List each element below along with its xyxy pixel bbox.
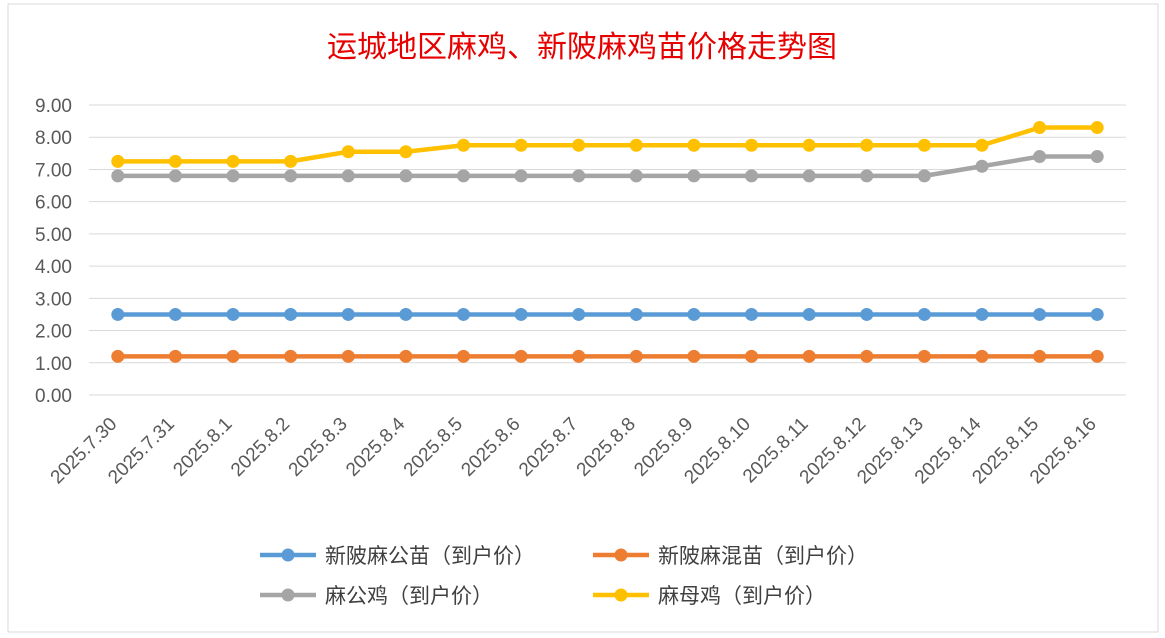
data-point xyxy=(1033,121,1047,135)
data-point xyxy=(1033,150,1047,164)
data-point xyxy=(111,349,125,363)
legend-label: 麻公鸡（到户价） xyxy=(325,584,493,608)
y-tick-label: 9.00 xyxy=(35,96,72,117)
data-point xyxy=(1090,349,1104,363)
data-point xyxy=(687,307,701,321)
data-point xyxy=(341,169,355,183)
y-tick-label: 5.00 xyxy=(35,225,72,246)
chart-border xyxy=(7,3,1159,633)
data-point xyxy=(802,307,816,321)
data-point xyxy=(745,138,759,152)
legend-marker xyxy=(614,548,628,562)
data-point xyxy=(975,349,989,363)
legend-label: 新陂麻混苗（到户价） xyxy=(658,544,868,568)
y-tick-label: 3.00 xyxy=(35,289,72,310)
data-point xyxy=(629,349,643,363)
data-point xyxy=(284,169,298,183)
data-point xyxy=(629,307,643,321)
legend-label: 新陂麻公苗（到户价） xyxy=(325,544,535,568)
data-point xyxy=(802,169,816,183)
series-line xyxy=(115,154,1100,179)
y-tick-label: 4.00 xyxy=(35,257,72,278)
data-point xyxy=(456,169,470,183)
data-point xyxy=(456,307,470,321)
data-point xyxy=(514,169,528,183)
data-point xyxy=(745,349,759,363)
data-point xyxy=(572,138,586,152)
data-point xyxy=(1033,307,1047,321)
series xyxy=(111,121,1104,363)
data-point xyxy=(917,169,931,183)
data-point xyxy=(341,145,355,159)
data-point xyxy=(860,169,874,183)
data-point xyxy=(284,154,298,168)
data-point xyxy=(514,349,528,363)
data-point xyxy=(341,349,355,363)
data-point xyxy=(572,307,586,321)
data-point xyxy=(572,349,586,363)
data-point xyxy=(456,138,470,152)
data-point xyxy=(802,349,816,363)
data-point xyxy=(975,159,989,173)
data-point xyxy=(1033,349,1047,363)
data-point xyxy=(111,169,125,183)
data-point xyxy=(860,138,874,152)
data-point xyxy=(860,349,874,363)
data-point xyxy=(514,307,528,321)
data-point xyxy=(917,138,931,152)
series-line xyxy=(115,125,1100,164)
data-point xyxy=(802,138,816,152)
chart-title: 运城地区麻鸡、新陂麻鸡苗价格走势图 xyxy=(327,30,837,65)
data-point xyxy=(226,169,240,183)
data-point xyxy=(629,138,643,152)
data-point xyxy=(399,145,413,159)
data-point xyxy=(284,349,298,363)
data-point xyxy=(1090,307,1104,321)
data-point xyxy=(975,138,989,152)
legend-marker xyxy=(281,548,295,562)
data-point xyxy=(1090,150,1104,164)
data-point xyxy=(168,169,182,183)
data-point xyxy=(514,138,528,152)
data-point xyxy=(687,138,701,152)
data-point xyxy=(917,349,931,363)
y-tick-label: 1.00 xyxy=(35,354,72,375)
data-point xyxy=(456,349,470,363)
data-point xyxy=(399,349,413,363)
data-point xyxy=(168,154,182,168)
legend-marker xyxy=(614,588,628,602)
y-tick-label: 2.00 xyxy=(35,322,72,343)
data-point xyxy=(1090,121,1104,135)
data-point xyxy=(975,307,989,321)
data-point xyxy=(111,307,125,321)
data-point xyxy=(399,307,413,321)
data-point xyxy=(687,349,701,363)
data-point xyxy=(284,307,298,321)
y-tick-label: 7.00 xyxy=(35,160,72,181)
data-point xyxy=(572,169,586,183)
data-point xyxy=(168,307,182,321)
data-point xyxy=(399,169,413,183)
data-point xyxy=(341,307,355,321)
data-point xyxy=(687,169,701,183)
gridlines xyxy=(89,104,1126,396)
legend: 新陂麻公苗（到户价） 新陂麻混苗（到户价） 麻公鸡（到户价） 麻母鸡（到户价） xyxy=(260,544,868,608)
data-point xyxy=(917,307,931,321)
data-point xyxy=(168,349,182,363)
data-point xyxy=(745,169,759,183)
data-point xyxy=(226,154,240,168)
data-point xyxy=(745,307,759,321)
data-point xyxy=(111,154,125,168)
legend-marker xyxy=(281,588,295,602)
y-axis-ticks: 0.00 1.00 2.00 3.00 4.00 5.00 6.00 7.00 8.00 9.00 xyxy=(35,96,72,407)
legend-label: 麻母鸡（到户价） xyxy=(658,584,826,608)
y-tick-label: 0.00 xyxy=(35,386,72,407)
data-point xyxy=(226,349,240,363)
y-tick-label: 8.00 xyxy=(35,128,72,149)
data-point xyxy=(629,169,643,183)
data-point xyxy=(860,307,874,321)
y-tick-label: 6.00 xyxy=(35,193,72,214)
data-point xyxy=(226,307,240,321)
